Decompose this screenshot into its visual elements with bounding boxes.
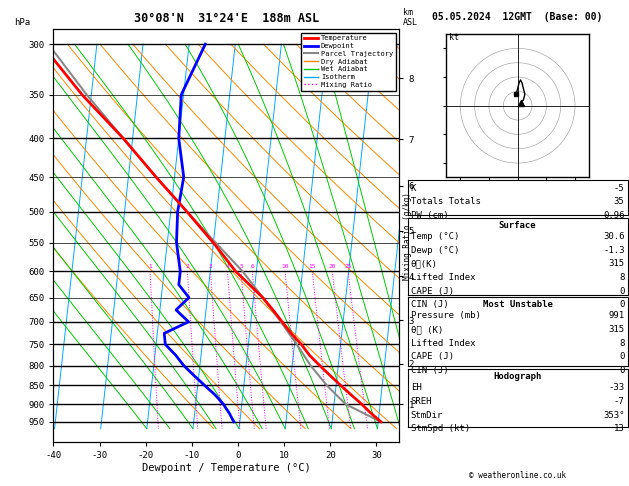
Text: 0: 0 (619, 300, 625, 309)
Text: -7: -7 (614, 397, 625, 406)
Text: EH: EH (411, 383, 421, 392)
Text: 2: 2 (186, 264, 189, 269)
Text: 25: 25 (344, 264, 352, 269)
Text: 0.96: 0.96 (603, 211, 625, 220)
Text: Lifted Index: Lifted Index (411, 273, 476, 282)
Text: -1.3: -1.3 (603, 246, 625, 255)
Text: kt: kt (449, 33, 459, 42)
Text: Dewp (°C): Dewp (°C) (411, 246, 459, 255)
Legend: Temperature, Dewpoint, Parcel Trajectory, Dry Adiabat, Wet Adiabat, Isotherm, Mi: Temperature, Dewpoint, Parcel Trajectory… (301, 33, 396, 90)
Text: CAPE (J): CAPE (J) (411, 352, 454, 361)
Text: 0: 0 (619, 352, 625, 361)
Text: StmDir: StmDir (411, 411, 443, 419)
Text: 0: 0 (619, 287, 625, 295)
Text: 10: 10 (281, 264, 289, 269)
Text: 8: 8 (619, 339, 625, 347)
Text: Temp (°C): Temp (°C) (411, 232, 459, 241)
Text: Totals Totals: Totals Totals (411, 197, 481, 207)
X-axis label: Dewpoint / Temperature (°C): Dewpoint / Temperature (°C) (142, 463, 311, 473)
Text: 1: 1 (148, 264, 152, 269)
Text: StmSpd (kt): StmSpd (kt) (411, 424, 470, 433)
Text: 315: 315 (608, 260, 625, 268)
Text: Lifted Index: Lifted Index (411, 339, 476, 347)
Text: 5: 5 (239, 264, 243, 269)
Text: CIN (J): CIN (J) (411, 366, 448, 375)
Text: 4: 4 (226, 264, 230, 269)
Text: 991: 991 (608, 312, 625, 320)
Text: 6: 6 (250, 264, 254, 269)
Text: 20: 20 (328, 264, 336, 269)
Text: 13: 13 (614, 424, 625, 433)
Text: Surface: Surface (499, 221, 537, 230)
Text: Most Unstable: Most Unstable (482, 300, 553, 309)
Text: 0: 0 (619, 366, 625, 375)
Text: -5: -5 (614, 184, 625, 193)
Text: CAPE (J): CAPE (J) (411, 287, 454, 295)
Text: θᴄ (K): θᴄ (K) (411, 325, 443, 334)
Text: CIN (J): CIN (J) (411, 300, 448, 309)
Text: θᴄ(K): θᴄ(K) (411, 260, 438, 268)
Text: © weatheronline.co.uk: © weatheronline.co.uk (469, 471, 566, 480)
Text: K: K (411, 184, 416, 193)
Text: 15: 15 (309, 264, 316, 269)
Text: PW (cm): PW (cm) (411, 211, 448, 220)
Text: km
ASL: km ASL (403, 8, 418, 27)
Text: 3: 3 (209, 264, 213, 269)
Text: Pressure (mb): Pressure (mb) (411, 312, 481, 320)
Text: SREH: SREH (411, 397, 432, 406)
Text: 05.05.2024  12GMT  (Base: 00): 05.05.2024 12GMT (Base: 00) (433, 12, 603, 22)
Text: 8: 8 (619, 273, 625, 282)
Text: 353°: 353° (603, 411, 625, 419)
Text: 30°08'N  31°24'E  188m ASL: 30°08'N 31°24'E 188m ASL (134, 12, 319, 25)
Text: -33: -33 (608, 383, 625, 392)
Text: Hodograph: Hodograph (494, 372, 542, 381)
Text: Mixing Ratio (g/kg): Mixing Ratio (g/kg) (403, 192, 411, 279)
Text: 30.6: 30.6 (603, 232, 625, 241)
Text: 315: 315 (608, 325, 625, 334)
Text: 35: 35 (614, 197, 625, 207)
Text: hPa: hPa (14, 18, 30, 27)
